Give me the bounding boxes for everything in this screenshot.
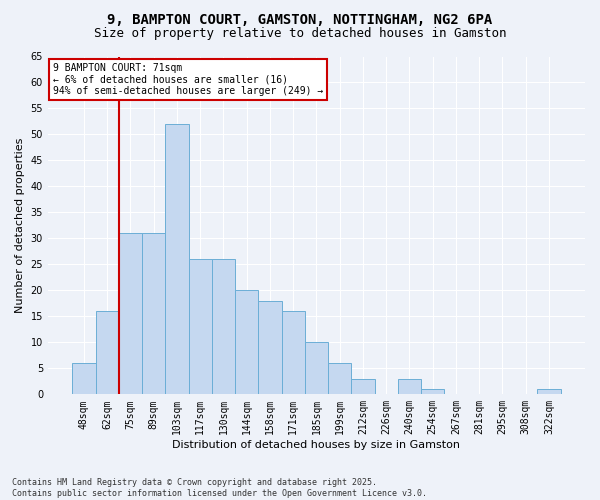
Bar: [95, 311, 119, 394]
Text: 9, BAMPTON COURT, GAMSTON, NOTTINGHAM, NG2 6PA: 9, BAMPTON COURT, GAMSTON, NOTTINGHAM, N…: [107, 12, 493, 26]
Bar: [305, 342, 328, 394]
X-axis label: Distribution of detached houses by size in Gamston: Distribution of detached houses by size …: [172, 440, 460, 450]
Bar: [421, 389, 445, 394]
Bar: [281, 311, 305, 394]
Bar: [538, 389, 560, 394]
Bar: [73, 363, 95, 394]
Bar: [398, 378, 421, 394]
Bar: [166, 124, 188, 394]
Bar: [352, 378, 374, 394]
Bar: [142, 233, 166, 394]
Bar: [328, 363, 352, 394]
Y-axis label: Number of detached properties: Number of detached properties: [15, 138, 25, 313]
Bar: [259, 301, 281, 394]
Text: Size of property relative to detached houses in Gamston: Size of property relative to detached ho…: [94, 28, 506, 40]
Bar: [119, 233, 142, 394]
Bar: [188, 259, 212, 394]
Bar: [212, 259, 235, 394]
Bar: [235, 290, 259, 395]
Text: 9 BAMPTON COURT: 71sqm
← 6% of detached houses are smaller (16)
94% of semi-deta: 9 BAMPTON COURT: 71sqm ← 6% of detached …: [53, 64, 323, 96]
Text: Contains HM Land Registry data © Crown copyright and database right 2025.
Contai: Contains HM Land Registry data © Crown c…: [12, 478, 427, 498]
